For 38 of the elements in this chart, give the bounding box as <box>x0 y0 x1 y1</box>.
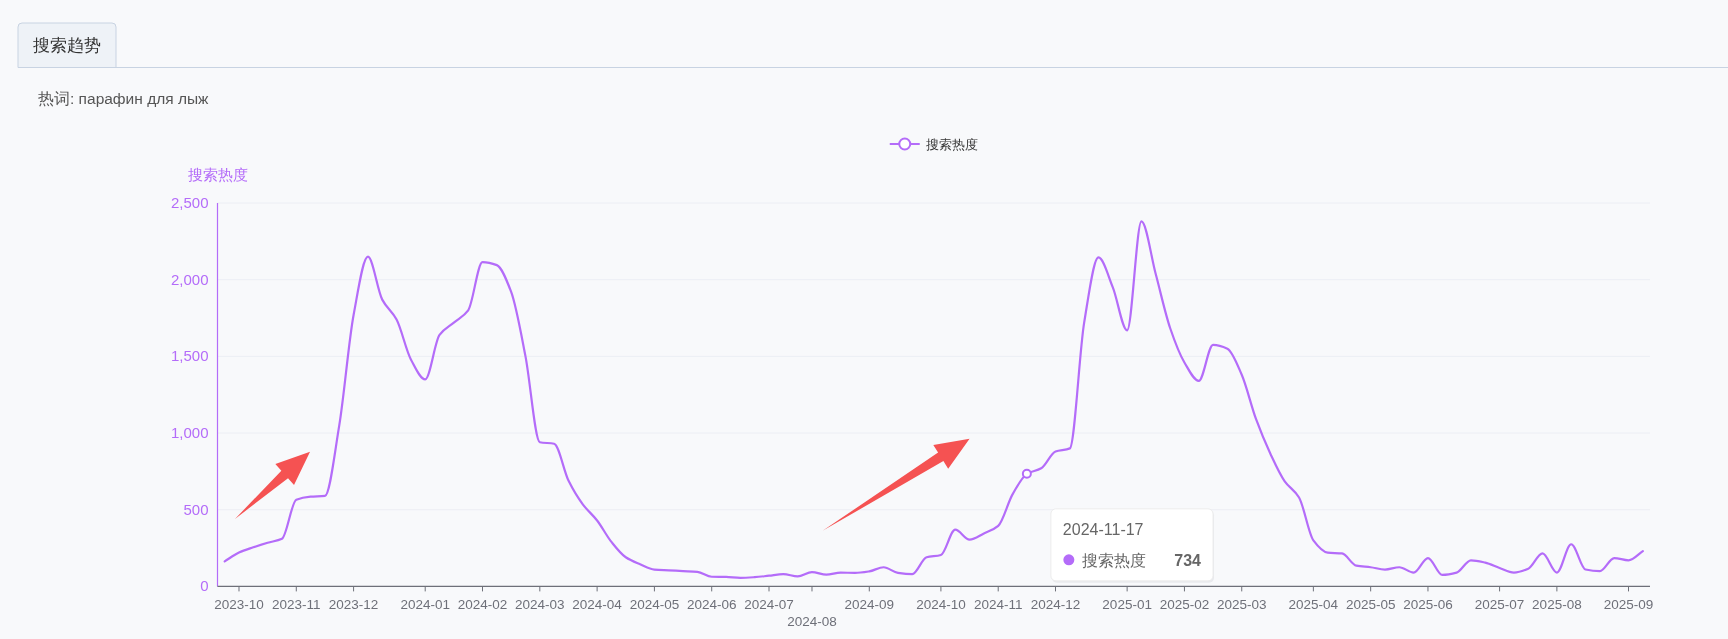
y-tick-label: 1,000 <box>170 424 209 442</box>
y-tick-label: 2,000 <box>170 270 209 288</box>
x-tick-label: 2024-10 <box>916 597 966 613</box>
x-tick-label: 2025-07 <box>1474 597 1525 613</box>
x-tick-label: 2025-05 <box>1345 597 1396 613</box>
chart-subtitle: 热词: парафин для лыж <box>38 90 210 107</box>
x-tick-label: 2023-11 <box>272 597 321 613</box>
tooltip-title: 2024-11-17 <box>1062 520 1144 538</box>
y-tick-label: 2,500 <box>170 194 209 211</box>
x-tick-label: 2025-02 <box>1159 597 1210 613</box>
x-tick-label: 2024-02 <box>457 597 508 613</box>
x-tick-label: 2024-08 <box>787 614 837 630</box>
title-tab: 搜索趋势 <box>17 22 117 68</box>
x-tick-label: 2025-09 <box>1603 597 1654 613</box>
x-tick-label: 2024-03 <box>515 597 565 613</box>
x-tick-label: 2024-01 <box>400 597 450 613</box>
x-tick-label: 2024-06 <box>686 597 737 613</box>
x-tick-label: 2024-04 <box>572 597 623 613</box>
x-tick-label: 2024-07 <box>744 597 794 613</box>
x-tick-label: 2023-12 <box>328 597 379 613</box>
x-tick-label: 2025-03 <box>1216 597 1267 613</box>
legend-label: 搜索热度 <box>925 136 978 152</box>
y-tick-label: 1,500 <box>170 347 209 365</box>
y-tick-label: 0 <box>200 577 209 595</box>
x-tick-label: 2025-01 <box>1102 597 1152 613</box>
y-tick-label: 500 <box>183 500 209 518</box>
y-axis-title: 搜索热度 <box>187 166 248 183</box>
x-tick-label: 2024-09 <box>844 597 895 613</box>
x-tick-label: 2025-06 <box>1403 597 1453 613</box>
x-tick-label: 2024-11 <box>973 597 1023 613</box>
legend: 搜索热度 <box>888 136 978 152</box>
x-tick-label: 2024-12 <box>1030 597 1081 613</box>
tooltip-row: 搜索热度 734 <box>1081 551 1201 569</box>
line-series <box>223 220 1644 579</box>
x-tick-label: 2025-04 <box>1288 597 1339 613</box>
x-tick-label: 2024-05 <box>629 597 680 613</box>
x-tick-label: 2023-10 <box>214 597 264 613</box>
x-tick-label: 2025-08 <box>1532 597 1582 613</box>
